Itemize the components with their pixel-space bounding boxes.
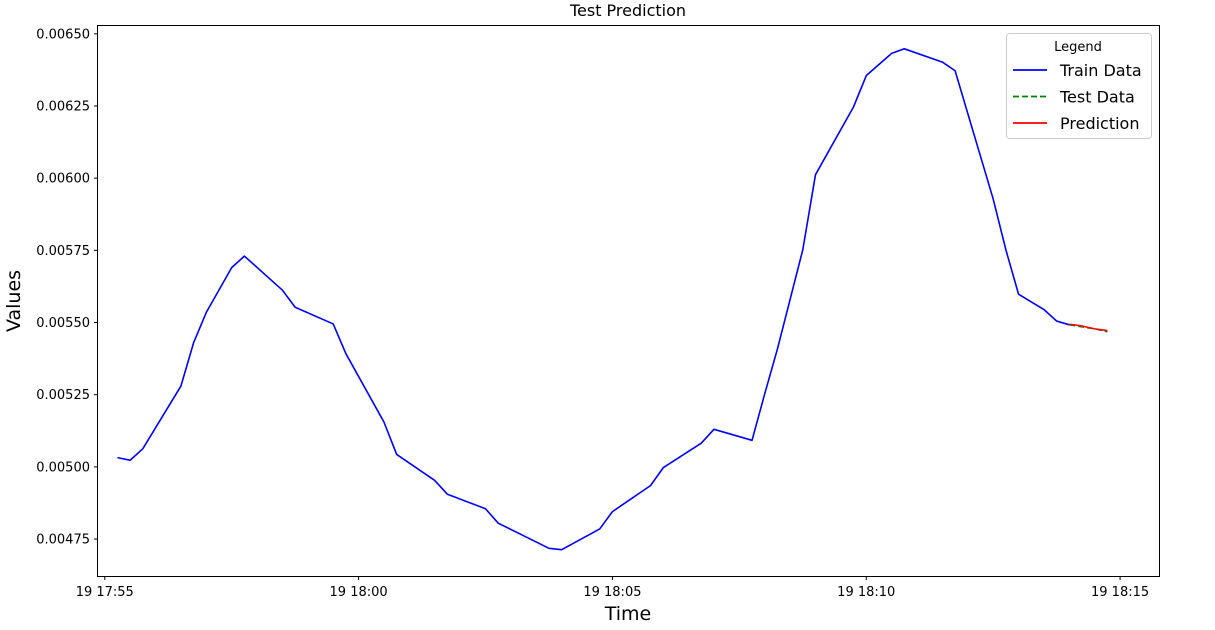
series-line-test-data — [1069, 324, 1108, 333]
legend-label-test-data: Test Data — [1059, 88, 1135, 107]
y-tick-label: 0.00475 — [36, 533, 90, 548]
y-tick-label: 0.00550 — [36, 316, 90, 331]
y-tick-label: 0.00500 — [36, 460, 90, 475]
series-line-train-data — [117, 48, 1070, 551]
legend-label-train-data: Train Data — [1059, 61, 1142, 80]
legend-title: Legend — [1054, 40, 1102, 55]
x-axis: 19 17:55 19 18:00 19 18:05 19 18:10 19 18:15 — [76, 576, 1149, 600]
y-tick-label: 0.00525 — [36, 388, 90, 403]
chart-title: Test Prediction — [569, 1, 686, 20]
plot-area-frame — [97, 25, 1160, 577]
x-tick-label: 19 17:55 — [76, 585, 134, 600]
series-layer — [117, 48, 1108, 551]
x-axis-title: Time — [604, 603, 652, 625]
legend-label-prediction: Prediction — [1060, 114, 1139, 133]
x-tick-label: 19 18:00 — [330, 585, 388, 600]
y-tick-label: 0.00650 — [36, 27, 90, 42]
legend: Legend Train Data Test Data Prediction — [1006, 33, 1152, 139]
series-line-prediction — [1069, 323, 1108, 332]
y-tick-label: 0.00575 — [36, 244, 90, 259]
legend-box — [1006, 33, 1152, 139]
y-tick-label: 0.00600 — [36, 172, 90, 187]
x-tick-label: 19 18:05 — [583, 585, 641, 600]
y-axis-title: Values — [3, 270, 25, 332]
x-tick-label: 19 18:15 — [1091, 585, 1149, 600]
y-tick-label: 0.00625 — [36, 99, 90, 114]
y-axis: 0.00475 0.00500 0.00525 0.00550 0.00575 0.006… — [36, 27, 98, 548]
x-tick-label: 19 18:10 — [837, 585, 895, 600]
